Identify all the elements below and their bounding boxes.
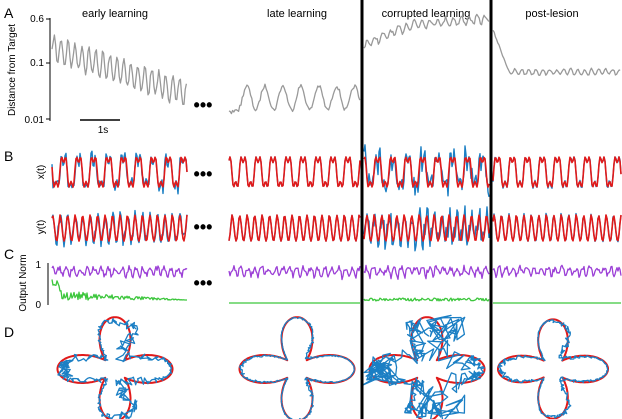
panel-a-ylabel: Distance from Target [7, 24, 18, 116]
xt-target-post-lesion [492, 156, 622, 188]
norm-purple-corrupted [363, 264, 490, 280]
distance-trace-corrupted [363, 13, 490, 49]
panel-b-y-label: y(t) [36, 220, 47, 234]
yt-target-late [228, 214, 361, 242]
panel-a-ytick-0.01: 0.01 [25, 115, 45, 126]
butterfly-network-post-lesion [497, 319, 609, 419]
panel-c-ylabel: Output Norm [18, 254, 29, 311]
norm-purple-early [51, 265, 188, 279]
xt-target-late [228, 156, 361, 188]
distance-trace-early [51, 34, 188, 106]
butterfly-network-corrupted [361, 314, 485, 419]
ellipsis-a: ••• [194, 95, 213, 115]
norm-green-corrupted [363, 297, 490, 302]
phase-title-corrupted: corrupted learning [382, 8, 471, 20]
panel-a-ytick-0.6: 0.6 [30, 14, 44, 25]
ellipsis-bx: ••• [194, 164, 213, 184]
distance-trace-post-lesion [492, 29, 621, 76]
panel-a-ytick-0.1: 0.1 [30, 58, 44, 69]
panel-label-c: C [4, 246, 14, 262]
panel-label-d: D [4, 324, 14, 340]
ellipsis-c: ••• [194, 273, 213, 293]
norm-green-early [51, 279, 187, 301]
yt-target-post-lesion [492, 214, 622, 242]
yt-target-early [51, 214, 188, 242]
butterfly-target-early [56, 316, 174, 419]
phase-title-early: early learning [82, 8, 148, 20]
panel-label-b: B [4, 148, 13, 164]
butterfly-network-early [57, 318, 173, 419]
panel-c-ytick-0: 0 [35, 300, 41, 311]
xt-target-corrupted [363, 156, 490, 188]
xt-target-early [51, 156, 188, 188]
phase-title-post-lesion: post-lesion [525, 8, 578, 20]
norm-purple-late [228, 264, 361, 281]
panel-b-x-label: x(t) [36, 165, 47, 179]
butterfly-target-late [238, 316, 356, 419]
butterfly-target-post-lesion [497, 318, 609, 419]
phase-title-late: late learning [267, 8, 327, 20]
panel-c-ytick-1: 1 [35, 260, 41, 271]
distance-trace-late [228, 83, 361, 115]
scalebar-label: 1s [98, 125, 109, 136]
yt-target-corrupted [363, 214, 490, 242]
norm-purple-post-lesion [492, 264, 622, 279]
ellipsis-by: ••• [194, 217, 213, 237]
traces-layer [51, 13, 622, 419]
butterfly-network-late [239, 316, 355, 419]
panel-label-a: A [4, 5, 14, 21]
